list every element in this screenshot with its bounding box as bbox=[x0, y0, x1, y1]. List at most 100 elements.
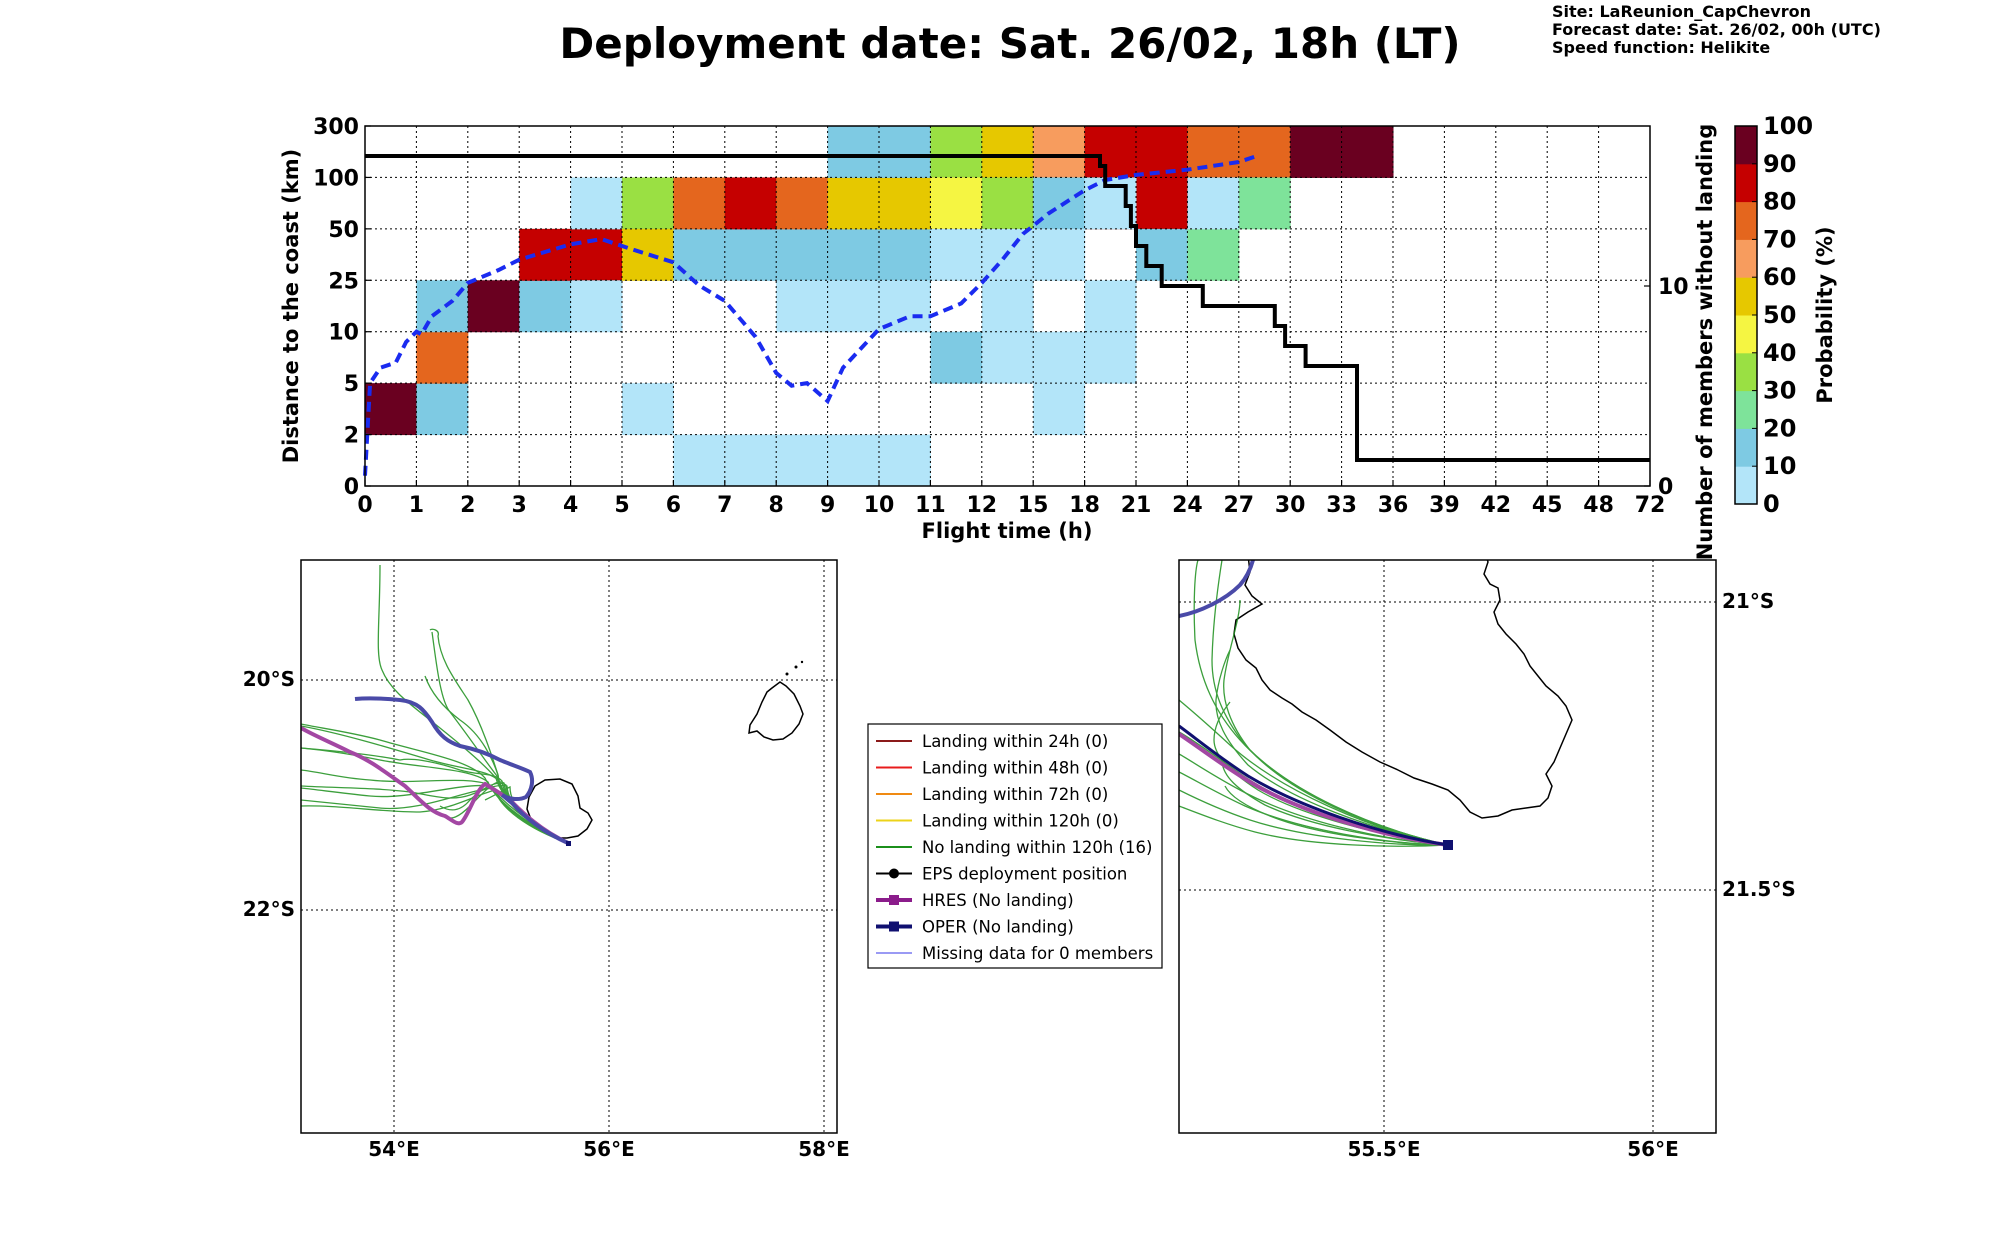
x-tick-label: 42 bbox=[1480, 493, 1511, 518]
x-tick-label: 6 bbox=[666, 493, 681, 518]
legend-item: Landing within 24h (0) bbox=[876, 732, 1108, 751]
y2-axis-label: Number of members without landing bbox=[1693, 124, 1717, 561]
colorbar-segment bbox=[1735, 466, 1757, 505]
heatmap-cell bbox=[879, 228, 931, 281]
heatmap-cell bbox=[1033, 331, 1086, 384]
y-tick-label: 5 bbox=[344, 372, 359, 397]
colorbar-tick-label: 90 bbox=[1763, 150, 1796, 178]
heatmap-cell bbox=[1187, 126, 1240, 178]
y-tick-label: 0 bbox=[344, 475, 359, 500]
heatmap-cell bbox=[981, 126, 1034, 178]
heatmap-cell bbox=[570, 280, 623, 333]
forecast-label: Forecast date: Sat. 26/02, 00h (UTC) bbox=[1552, 20, 1881, 39]
heatmap-cell bbox=[673, 228, 726, 281]
x-tick-label: 8 bbox=[769, 493, 784, 518]
regional-map-grid bbox=[301, 560, 837, 1133]
x-tick-label: 21 bbox=[1121, 493, 1152, 518]
lon-tick-56e-zoom: 56°E bbox=[1627, 1137, 1679, 1161]
x-tick-label: 24 bbox=[1172, 493, 1203, 518]
x-tick-label: 0 bbox=[357, 493, 372, 518]
zoom-map: 55.5°E 56°E 21°S 21.5°S bbox=[1178, 559, 1796, 1161]
legend-item: Landing within 48h (0) bbox=[876, 759, 1108, 778]
heatmap-cell bbox=[1238, 126, 1291, 178]
x-tick-label: 11 bbox=[915, 493, 946, 518]
heatmap-cell bbox=[673, 177, 726, 230]
heatmap-cell bbox=[776, 280, 829, 333]
heatmap-cell bbox=[416, 383, 469, 436]
heatmap-cell bbox=[365, 383, 417, 436]
lat-tick-21-5s: 21.5°S bbox=[1722, 877, 1796, 901]
legend-item: OPER (No landing) bbox=[876, 918, 1074, 937]
x-tick-label: 27 bbox=[1223, 493, 1254, 518]
x-tick-label: 10 bbox=[864, 493, 895, 518]
legend-marker bbox=[889, 921, 899, 932]
colorbar-cells bbox=[1735, 126, 1757, 505]
heatmap-cell bbox=[776, 228, 829, 281]
colorbar-segment bbox=[1735, 126, 1757, 165]
heatmap-cell bbox=[467, 280, 520, 333]
heatmap-cell bbox=[570, 228, 623, 281]
y-tick-label: 100 bbox=[313, 166, 359, 191]
heatmap-cell bbox=[930, 331, 983, 384]
colorbar-tick-label: 40 bbox=[1763, 339, 1796, 367]
colorbar: 0 10 20 30 40 50 60 70 80 90 100 Probability (%) bbox=[1734, 112, 1837, 518]
heatmap-cell bbox=[981, 177, 1034, 230]
zoom-map-frame bbox=[1178, 559, 1717, 1134]
colorbar-tick-label: 70 bbox=[1763, 225, 1796, 253]
y-tick-label: 2 bbox=[344, 424, 359, 449]
x-tick-label: 3 bbox=[512, 493, 527, 518]
heatmap-cell bbox=[1084, 280, 1137, 333]
x-tick-label: 7 bbox=[717, 493, 732, 518]
y-tick-label: 10 bbox=[328, 321, 359, 346]
heatmap-cell bbox=[981, 280, 1034, 333]
colorbar-segment bbox=[1735, 390, 1757, 429]
legend-marker bbox=[889, 895, 899, 905]
heatmap-cell bbox=[1341, 126, 1394, 178]
legend-label: Landing within 48h (0) bbox=[922, 759, 1108, 778]
x-tick-label: 12 bbox=[966, 493, 997, 518]
mauritius-coast bbox=[748, 681, 804, 741]
y-axis-label: Distance to the coast (km) bbox=[279, 149, 303, 464]
x-tick-label: 18 bbox=[1069, 493, 1100, 518]
legend-label: Missing data for 0 members bbox=[922, 944, 1153, 963]
step-black-line bbox=[365, 154, 1650, 462]
oper-trajectory bbox=[354, 696, 569, 845]
legend-item: HRES (No landing) bbox=[876, 891, 1074, 910]
heatmap-cell bbox=[930, 228, 983, 281]
legend-label: Landing within 120h (0) bbox=[922, 812, 1119, 831]
y-tick-label: 300 bbox=[313, 115, 359, 140]
colorbar-segment bbox=[1735, 239, 1757, 278]
lon-tick-54e: 54°E bbox=[368, 1137, 420, 1161]
x-tick-label: 48 bbox=[1583, 493, 1614, 518]
heatmap-cell bbox=[776, 177, 829, 230]
heatmap-frame bbox=[364, 125, 1651, 487]
legend-item: Landing within 72h (0) bbox=[876, 785, 1108, 804]
y2-tick-label: 0 bbox=[1658, 475, 1673, 500]
heatmap-cell bbox=[724, 434, 777, 487]
x-axis-label: Flight time (h) bbox=[922, 519, 1093, 543]
lat-tick-22s: 22°S bbox=[243, 897, 295, 921]
speed-label: Speed function: Helikite bbox=[1552, 38, 1770, 57]
colorbar-tick-label: 50 bbox=[1763, 301, 1796, 329]
ensemble-trajectories-zoom bbox=[1179, 560, 1449, 847]
x-tick-label: 1 bbox=[409, 493, 424, 518]
y-tick-label: 50 bbox=[328, 218, 359, 243]
x-tick-label: 33 bbox=[1326, 493, 1357, 518]
heatmap-cell bbox=[1084, 126, 1137, 178]
colorbar-tick-label: 80 bbox=[1763, 188, 1796, 216]
colorbar-segment bbox=[1735, 428, 1757, 467]
regional-map: 54°E 56°E 58°E 20°S 22°S bbox=[243, 559, 850, 1161]
heatmap-cell bbox=[879, 126, 931, 178]
legend-box bbox=[867, 723, 1163, 969]
y-tick-label: 25 bbox=[328, 269, 359, 294]
x-tick-label: 30 bbox=[1275, 493, 1306, 518]
lon-tick-58e: 58°E bbox=[798, 1137, 850, 1161]
heatmap-cell bbox=[827, 434, 880, 487]
figure-title: Deployment date: Sat. 26/02, 18h (LT) bbox=[559, 19, 1460, 68]
legend-item: EPS deployment position bbox=[876, 865, 1127, 884]
legend-label: OPER (No landing) bbox=[922, 918, 1074, 937]
x-tick-label: 45 bbox=[1532, 493, 1563, 518]
heatmap-cell bbox=[1187, 228, 1240, 281]
